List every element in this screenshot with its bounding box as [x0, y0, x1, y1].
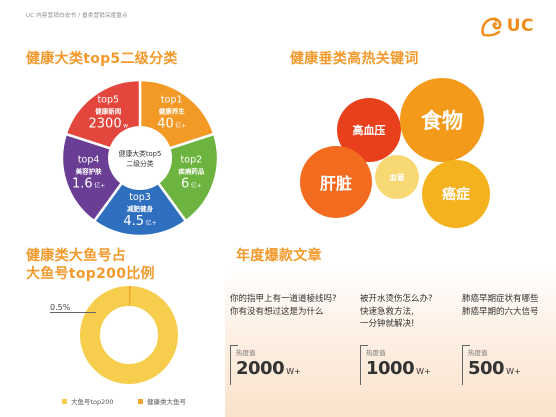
category-pie-chart: top1 健康养生 40 亿+ top2 疾病药品 6 亿+ top3 减肥健身 4.5 亿+ top4…	[60, 78, 220, 238]
article-card-1[interactable]: 你的指甲上有一道道棱线吗? 你有没有想过这是为什么 热度值 2000 W+	[230, 293, 338, 385]
donut-ring-big-fish	[80, 286, 178, 384]
pie-rank-top1: top1	[161, 94, 183, 105]
pie-center-label-2: 二级分类	[126, 159, 153, 168]
donut-chart	[78, 284, 180, 386]
pie-value-top4: 1.6 亿+	[72, 177, 105, 192]
article-2-line3: 一分钟就解决!	[360, 319, 415, 329]
article-3-bracket	[462, 345, 470, 385]
article-card-2[interactable]: 被开水烫伤怎么办? 快速急救方法, 一分钟就解决! 热度值 1000 W+	[360, 293, 468, 385]
article-2-heat-value: 1000	[366, 358, 415, 379]
legend-swatch-health	[138, 398, 143, 404]
pie-category-top3: 减肥健身	[127, 204, 154, 213]
pie-rank-top3: top3	[129, 192, 151, 203]
pie-category-top5: 健康新闻	[95, 106, 122, 115]
donut-section-title-line2: 大鱼号top200比例	[26, 266, 155, 282]
article-3-heat-value: 500	[468, 358, 505, 379]
article-3-heat-unit: W+	[506, 367, 521, 376]
donut-section-title-line1: 健康类大鱼号占	[26, 248, 127, 264]
pie-category-top4: 美容护肤	[76, 167, 103, 176]
article-1-bracket	[230, 345, 238, 385]
pie-rank-top5: top5	[97, 94, 119, 105]
page-header: UC 内容营销白皮书 / 垂类营销深度盘点	[26, 13, 128, 19]
article-3-line1: 肺癌早期症状有哪些	[462, 294, 539, 304]
bubble-food: 食物	[400, 78, 484, 162]
pie-rank-top4: top4	[78, 155, 100, 166]
article-2-heat: 1000 W+	[366, 358, 431, 379]
article-2-bracket	[360, 345, 368, 385]
article-background	[225, 268, 556, 417]
article-1-line2: 你有没有想过这是为什么	[230, 306, 324, 317]
bubble-cancer: 癌症	[422, 160, 490, 228]
pie-center	[108, 126, 172, 190]
pie-category-top2: 疾病药品	[178, 167, 205, 176]
pie-value-top2: 6 亿+	[181, 177, 202, 192]
article-3-line2: 肺癌早期的六大信号	[462, 306, 539, 317]
article-2-heat-label: 热度值	[366, 349, 386, 357]
donut-percent-label: 0.5%	[50, 303, 71, 312]
pie-value-top1: 40 亿+	[157, 116, 186, 131]
pie-value-top5: 2300 w	[89, 116, 129, 131]
donut-leader-line	[50, 312, 96, 313]
legend-item-health: 健康类大鱼号	[138, 396, 186, 406]
pie-value-top3: 4.5 亿+	[123, 214, 156, 229]
pie-center-label-1: 健康大类top5	[119, 149, 162, 158]
article-1-heat-unit: W+	[286, 367, 301, 376]
bubble-liver: 肝脏	[300, 146, 372, 218]
pie-section-title: 健康大类top5二级分类	[26, 51, 178, 67]
article-3-heat-label: 热度值	[468, 349, 488, 357]
bubble-section-title: 健康垂类高热关键词	[290, 51, 419, 67]
pie-category-top1: 健康养生	[159, 106, 186, 115]
legend-label-health: 健康类大鱼号	[147, 398, 186, 406]
article-1-heat-label: 热度值	[236, 349, 256, 357]
logo-text: UC	[506, 16, 534, 36]
article-3-heat: 500 W+	[468, 358, 521, 379]
pie-rank-top2: top2	[181, 155, 203, 166]
article-2-line1: 被开水烫伤怎么办?	[360, 294, 433, 304]
article-2-line2: 快速急救方法,	[360, 306, 414, 317]
legend-swatch-big-fish	[62, 398, 67, 404]
article-1-heat: 2000 W+	[236, 358, 301, 379]
uc-logo: UC	[479, 14, 534, 38]
article-1-heat-value: 2000	[236, 358, 285, 379]
article-2-heat-unit: W+	[416, 367, 431, 376]
article-1-line1: 你的指甲上有一道道棱线吗?	[230, 294, 337, 304]
pie-slice-top3	[92, 155, 188, 238]
squirrel-icon	[480, 17, 502, 37]
bubble-blood-vessel: 血管	[375, 155, 419, 199]
legend-item-big-fish: 大鱼号top200	[62, 396, 114, 406]
article-section-title: 年度爆款文章	[236, 248, 322, 264]
article-card-3[interactable]: 肺癌早期症状有哪些 肺癌早期的六大信号 热度值 500 W+	[462, 293, 556, 385]
legend-label-big-fish: 大鱼号top200	[71, 398, 114, 406]
